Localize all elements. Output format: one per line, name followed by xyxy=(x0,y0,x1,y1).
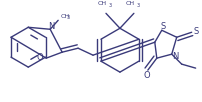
Text: O: O xyxy=(143,71,150,80)
Text: O: O xyxy=(37,53,44,62)
Text: 3: 3 xyxy=(137,3,140,8)
Text: CH: CH xyxy=(97,1,107,6)
Text: S: S xyxy=(193,27,198,36)
Text: 3: 3 xyxy=(109,3,112,8)
Text: N: N xyxy=(48,22,54,31)
Text: S: S xyxy=(160,22,165,31)
Text: CH: CH xyxy=(125,1,135,6)
Text: 3: 3 xyxy=(67,15,70,20)
Text: N: N xyxy=(173,52,179,61)
Text: CH: CH xyxy=(60,14,69,19)
